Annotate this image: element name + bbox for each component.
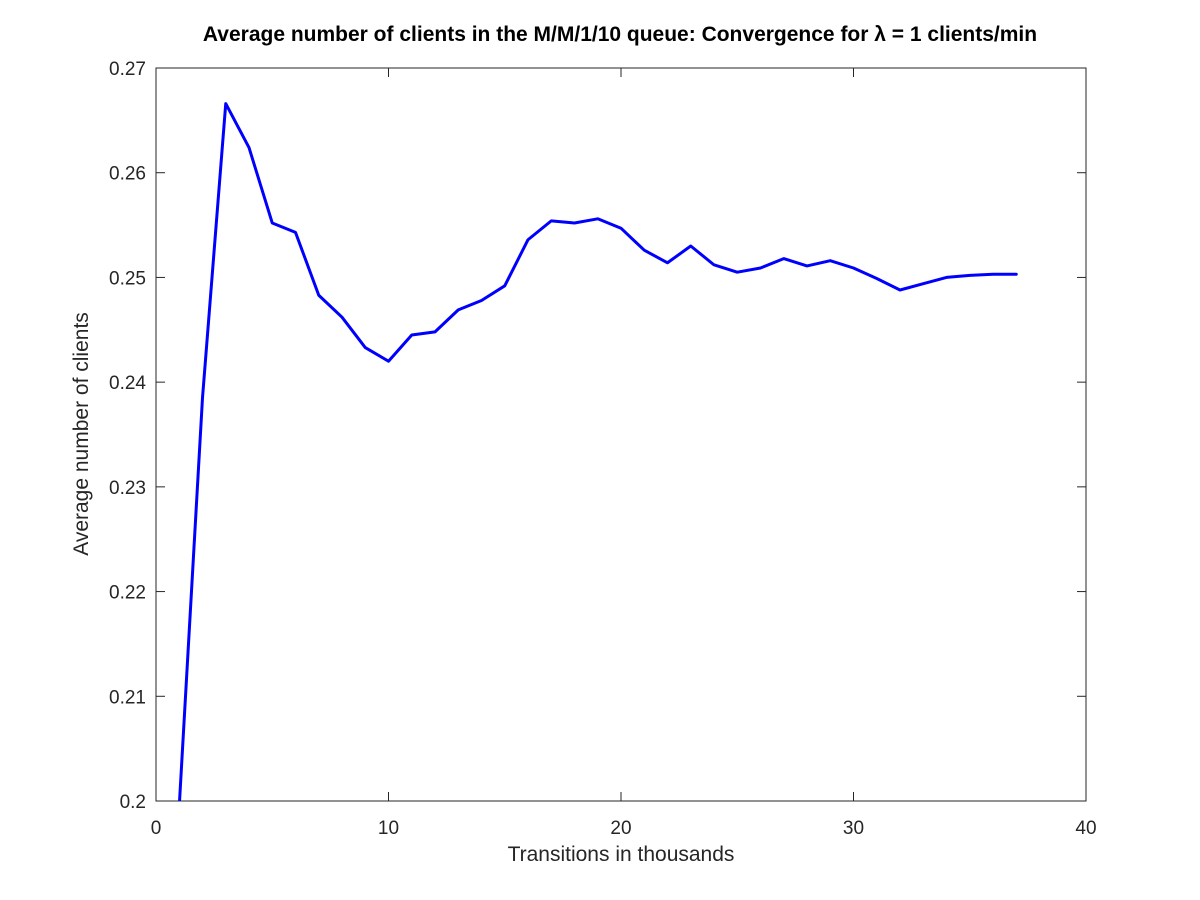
plot-area <box>155 67 1087 802</box>
series-layer <box>178 102 1018 801</box>
y-tick-label: 0.2 <box>120 792 146 813</box>
y-axis: 0.2 0.21 0.22 0.23 0.24 0.25 0.26 0.27 <box>109 59 1086 813</box>
y-tick-label: 0.23 <box>109 478 146 499</box>
chart-title: Average number of clients in the M/M/1/1… <box>203 23 1037 46</box>
x-axis-label: Transitions in thousands <box>508 843 735 866</box>
y-tick-label: 0.21 <box>109 687 146 708</box>
x-tick-label: 40 <box>1075 818 1096 839</box>
y-tick-label: 0.26 <box>109 164 146 185</box>
series-line <box>178 102 1018 801</box>
x-tick-label: 30 <box>843 818 864 839</box>
y-tick-label: 0.22 <box>109 583 146 604</box>
y-axis-label: Average number of clients <box>70 312 93 556</box>
y-tick-label: 0.27 <box>109 59 146 80</box>
x-axis: 0 10 20 30 40 <box>151 68 1097 839</box>
x-tick-label: 20 <box>610 818 631 839</box>
y-tick-label: 0.24 <box>109 373 146 394</box>
x-tick-label: 0 <box>151 818 162 839</box>
y-tick-label: 0.25 <box>109 268 146 289</box>
x-tick-label: 10 <box>378 818 399 839</box>
